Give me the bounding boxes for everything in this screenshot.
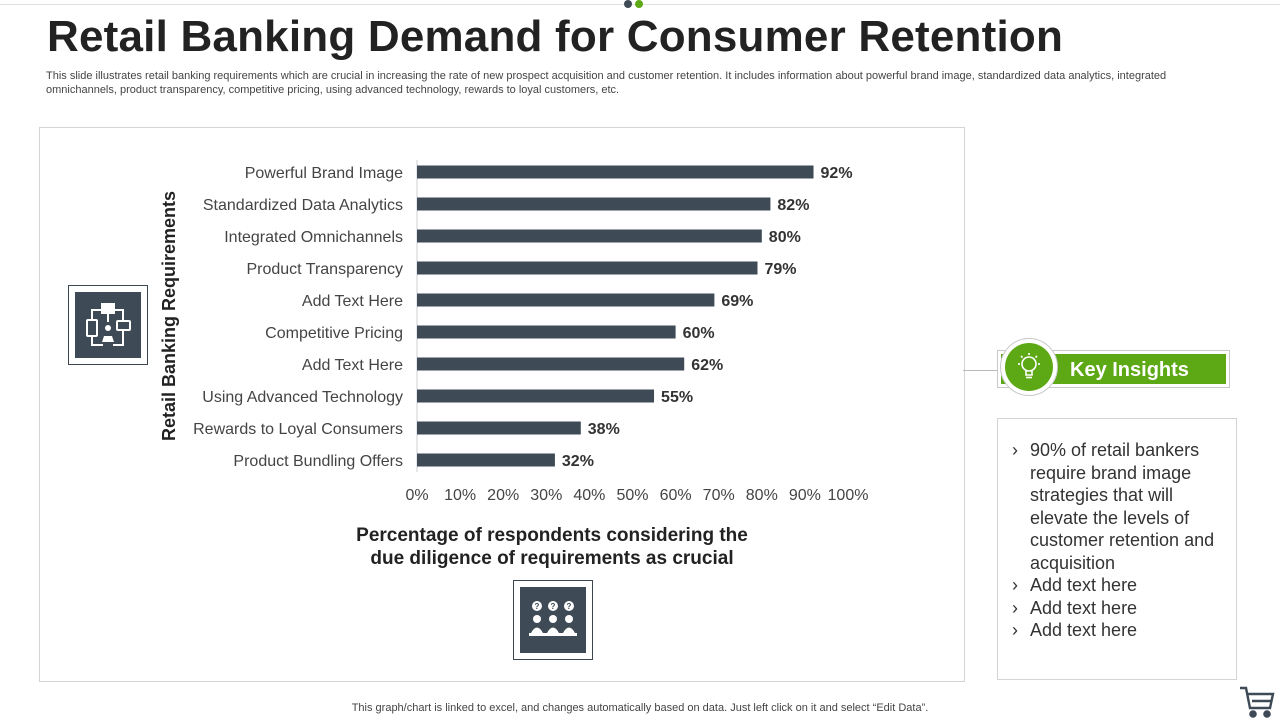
respondents-icon-frame: ??? — [513, 580, 593, 660]
chart-panel: Powerful Brand Image 92% Standardized Data… — [39, 127, 965, 682]
data-label: 79% — [764, 261, 796, 278]
key-insights-box: 90% of retail bankers require brand imag… — [997, 418, 1237, 680]
bar — [417, 421, 581, 435]
data-label: 69% — [721, 293, 753, 310]
insights-connector-line — [963, 370, 999, 371]
category-label: Add Text Here — [302, 293, 403, 310]
x-tick-label: 50% — [616, 487, 648, 504]
category-label: Rewards to Loyal Consumers — [193, 421, 403, 438]
devices-network-icon — [75, 292, 141, 358]
category-label: Product Bundling Offers — [233, 453, 403, 470]
x-tick-label: 90% — [789, 487, 821, 504]
category-label: Standardized Data Analytics — [203, 197, 403, 214]
cart-icon — [1238, 684, 1276, 725]
insight-item: 90% of retail bankers require brand imag… — [1010, 439, 1228, 574]
x-tick-label: 70% — [703, 487, 735, 504]
slide-title: Retail Banking Demand for Consumer Reten… — [47, 12, 1064, 61]
bar — [417, 229, 762, 243]
data-label: 32% — [562, 453, 594, 470]
svg-text:?: ? — [551, 602, 556, 611]
insight-item: Add text here — [1010, 619, 1228, 642]
bar — [417, 325, 676, 339]
data-label: 92% — [821, 165, 853, 182]
slide-subtitle: This slide illustrates retail banking re… — [46, 70, 1167, 96]
bar — [417, 389, 655, 403]
data-label: 62% — [691, 357, 723, 374]
data-label: 60% — [683, 325, 715, 342]
data-label: 82% — [777, 197, 809, 214]
data-label: 55% — [661, 389, 693, 406]
bar — [417, 293, 715, 307]
indicator-dot-green — [635, 0, 643, 8]
x-axis-title: due diligence of requirements as crucial — [370, 548, 733, 569]
data-label: 80% — [769, 229, 801, 246]
x-tick-label: 0% — [405, 487, 428, 504]
category-label: Competitive Pricing — [265, 325, 403, 342]
x-tick-label: 20% — [487, 487, 519, 504]
footer-note: This graph/chart is linked to excel, and… — [351, 702, 929, 714]
bar — [417, 197, 771, 211]
category-label: Add Text Here — [302, 357, 403, 374]
x-tick-label: 30% — [530, 487, 562, 504]
bar — [417, 357, 685, 371]
y-axis-title: Retail Banking Requirements — [159, 191, 179, 441]
data-label: 38% — [588, 421, 620, 438]
category-label: Integrated Omnichannels — [224, 229, 403, 246]
bar — [417, 453, 555, 467]
x-tick-label: 100% — [828, 487, 869, 504]
slide-indicator-dots — [624, 0, 643, 8]
category-label: Using Advanced Technology — [202, 389, 403, 406]
x-axis-title: Percentage of respondents considering th… — [356, 525, 748, 546]
svg-text:?: ? — [535, 602, 540, 611]
respondents-question-icon: ??? — [520, 587, 586, 653]
svg-text:?: ? — [567, 602, 572, 611]
requirements-icon-frame — [68, 285, 148, 365]
key-insights-badge — [1000, 338, 1058, 396]
x-tick-label: 40% — [573, 487, 605, 504]
bar — [417, 261, 758, 275]
bar — [417, 165, 814, 179]
x-tick-label: 80% — [746, 487, 778, 504]
lightbulb-icon — [1005, 343, 1053, 391]
x-tick-label: 60% — [660, 487, 692, 504]
insight-item: Add text here — [1010, 597, 1228, 620]
x-tick-label: 10% — [444, 487, 476, 504]
insight-item: Add text here — [1010, 574, 1228, 597]
category-label: Powerful Brand Image — [245, 165, 403, 182]
key-insights-list: 90% of retail bankers require brand imag… — [1010, 439, 1228, 642]
indicator-dot-dark — [624, 0, 632, 8]
category-label: Product Transparency — [246, 261, 403, 278]
key-insights-heading: Key Insights — [1070, 359, 1189, 381]
bar-chart: Powerful Brand Image 92% Standardized Data… — [159, 160, 869, 569]
